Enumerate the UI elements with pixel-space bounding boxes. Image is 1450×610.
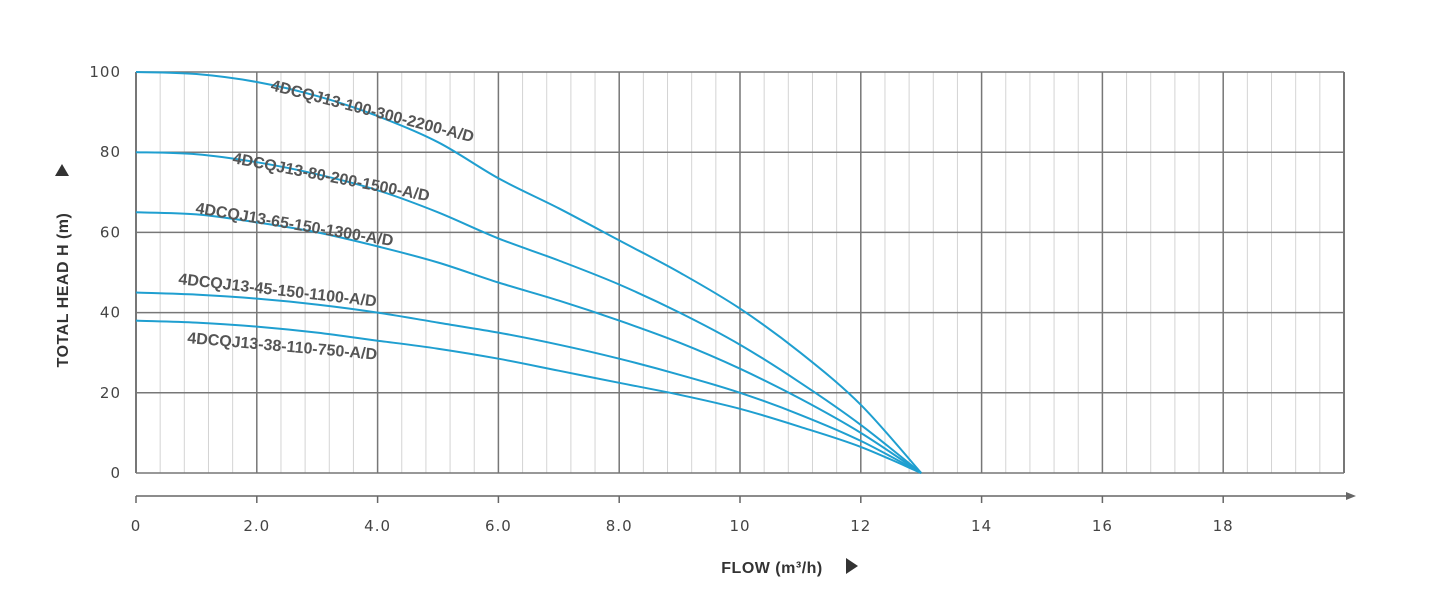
x-tick-label: 8.0 bbox=[606, 517, 633, 535]
series-line bbox=[135, 319, 922, 474]
y-tick-label: 100 bbox=[89, 63, 121, 81]
y-tick-label: 80 bbox=[100, 143, 121, 161]
y-tick-label: 40 bbox=[100, 304, 121, 322]
x-tick-label: 0 bbox=[131, 517, 142, 535]
axes: 0 20 40 60 80 100 0 2.0 4.0 6.0 8.0 10 12 14 16 18 bbox=[89, 63, 1356, 535]
series-line bbox=[135, 211, 922, 474]
x-tick-label: 16 bbox=[1092, 517, 1113, 535]
y-tick-label: 20 bbox=[100, 384, 121, 402]
grid bbox=[135, 71, 1345, 474]
x-axis-arrow-icon bbox=[846, 558, 858, 574]
series-line bbox=[135, 71, 922, 474]
x-tick-label: 14 bbox=[971, 517, 992, 535]
y-axis-title: TOTAL HEAD H (m) bbox=[55, 213, 72, 368]
x-tick-label: 12 bbox=[850, 517, 871, 535]
x-tick-label: 18 bbox=[1213, 517, 1234, 535]
x-tick-label: 2.0 bbox=[243, 517, 270, 535]
series-line bbox=[135, 291, 922, 474]
y-tick-label: 60 bbox=[100, 223, 121, 241]
x-axis-line-arrow bbox=[1346, 492, 1356, 500]
x-tick-label: 4.0 bbox=[364, 517, 391, 535]
series-group bbox=[135, 71, 922, 474]
x-axis-title: FLOW (m³/h) bbox=[721, 560, 822, 577]
x-tick-label: 6.0 bbox=[485, 517, 512, 535]
y-axis-arrow-icon bbox=[55, 164, 69, 176]
x-tick-label: 10 bbox=[729, 517, 750, 535]
y-tick-label: 0 bbox=[110, 464, 121, 482]
series-line bbox=[135, 151, 922, 474]
